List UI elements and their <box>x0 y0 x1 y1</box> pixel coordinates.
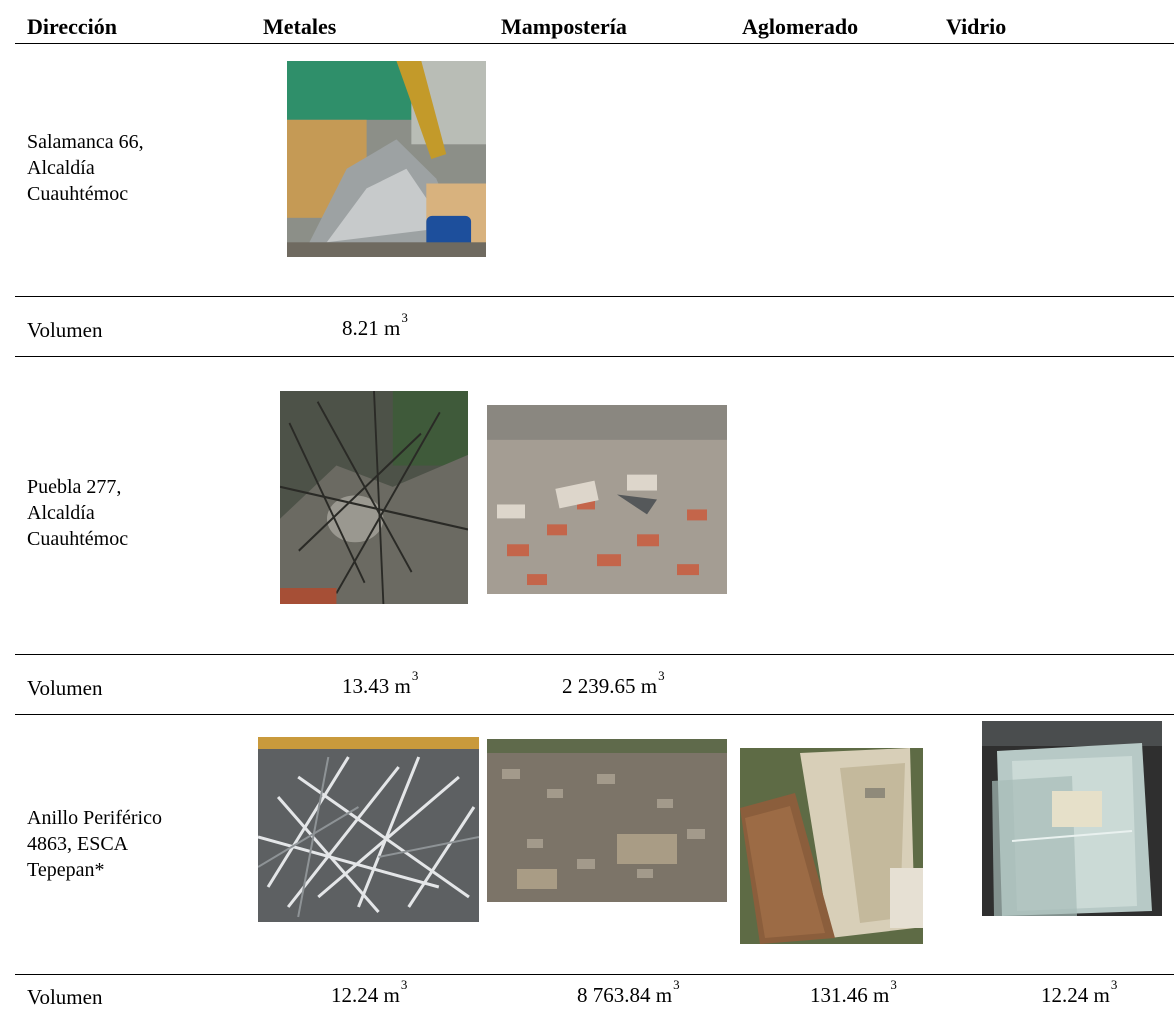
volume-value: 131.46 m <box>810 983 890 1007</box>
header-metales: Metales <box>263 14 337 39</box>
row-rule <box>15 974 1174 975</box>
unit-exponent: 3 <box>1110 977 1118 992</box>
address-line: 4863, ESCA <box>27 833 129 855</box>
volume-metales: 8.21 m3 <box>342 310 408 341</box>
unit-exponent: 3 <box>673 977 680 992</box>
volume-label: Volumen <box>27 676 103 700</box>
row-rule <box>15 654 1174 655</box>
row-rule <box>15 296 1174 297</box>
address-line: Puebla 277, <box>27 476 122 498</box>
volume-vidrio: 12.24 m3 <box>1041 977 1117 1008</box>
header-direccion: Dirección <box>27 14 118 39</box>
photo-metales-puebla <box>280 391 468 604</box>
volume-value: 8.21 m <box>342 316 401 340</box>
address-anillo: Anillo Periférico 4863, ESCA Tepepan* <box>27 805 162 883</box>
volume-value: 13.43 m <box>342 674 411 698</box>
unit-exponent: 3 <box>401 310 408 325</box>
address-line: Cuauhtémoc <box>27 183 129 205</box>
photo-mamposteria-puebla <box>487 405 727 594</box>
photo-vidrio-anillo <box>982 721 1162 916</box>
photo-mamposteria-anillo <box>487 739 727 902</box>
address-line: Salamanca 66, <box>27 131 144 153</box>
address-salamanca: Salamanca 66, Alcaldía Cuauhtémoc <box>27 129 144 207</box>
address-line: Cuauhtémoc <box>27 528 129 550</box>
row-rule <box>15 356 1174 357</box>
photo-metales-anillo <box>258 737 479 922</box>
address-line: Alcaldía <box>27 157 95 179</box>
header-aglomerado: Aglomerado <box>742 14 859 39</box>
volume-metales: 13.43 m3 <box>342 668 418 699</box>
volume-mamposteria: 2 239.65 m3 <box>562 668 665 699</box>
volume-value: 12.24 m <box>1041 983 1110 1007</box>
volume-label: Volumen <box>27 985 103 1009</box>
header-rule <box>15 43 1174 44</box>
address-line: Anillo Periférico <box>27 807 162 829</box>
unit-exponent: 3 <box>658 668 665 683</box>
photo-aglomerado-anillo <box>740 748 923 944</box>
volume-aglomerado: 131.46 m3 <box>810 977 897 1008</box>
volume-label: Volumen <box>27 318 103 342</box>
header-vidrio: Vidrio <box>946 14 1007 39</box>
photo-metales-salamanca <box>287 61 486 257</box>
row-rule <box>15 714 1174 715</box>
volume-metales: 12.24 m3 <box>331 977 407 1008</box>
volume-value: 12.24 m <box>331 983 400 1007</box>
unit-exponent: 3 <box>400 977 408 992</box>
volume-mamposteria: 8 763.84 m3 <box>577 977 680 1008</box>
header-mamposteria: Mampostería <box>501 14 627 39</box>
volume-value: 8 763.84 m <box>577 983 673 1007</box>
address-line: Tepepan* <box>27 859 105 881</box>
address-puebla: Puebla 277, Alcaldía Cuauhtémoc <box>27 474 128 552</box>
volume-value: 2 239.65 m <box>562 674 658 698</box>
unit-exponent: 3 <box>890 977 897 992</box>
unit-exponent: 3 <box>411 668 419 683</box>
address-line: Alcaldía <box>27 502 95 524</box>
